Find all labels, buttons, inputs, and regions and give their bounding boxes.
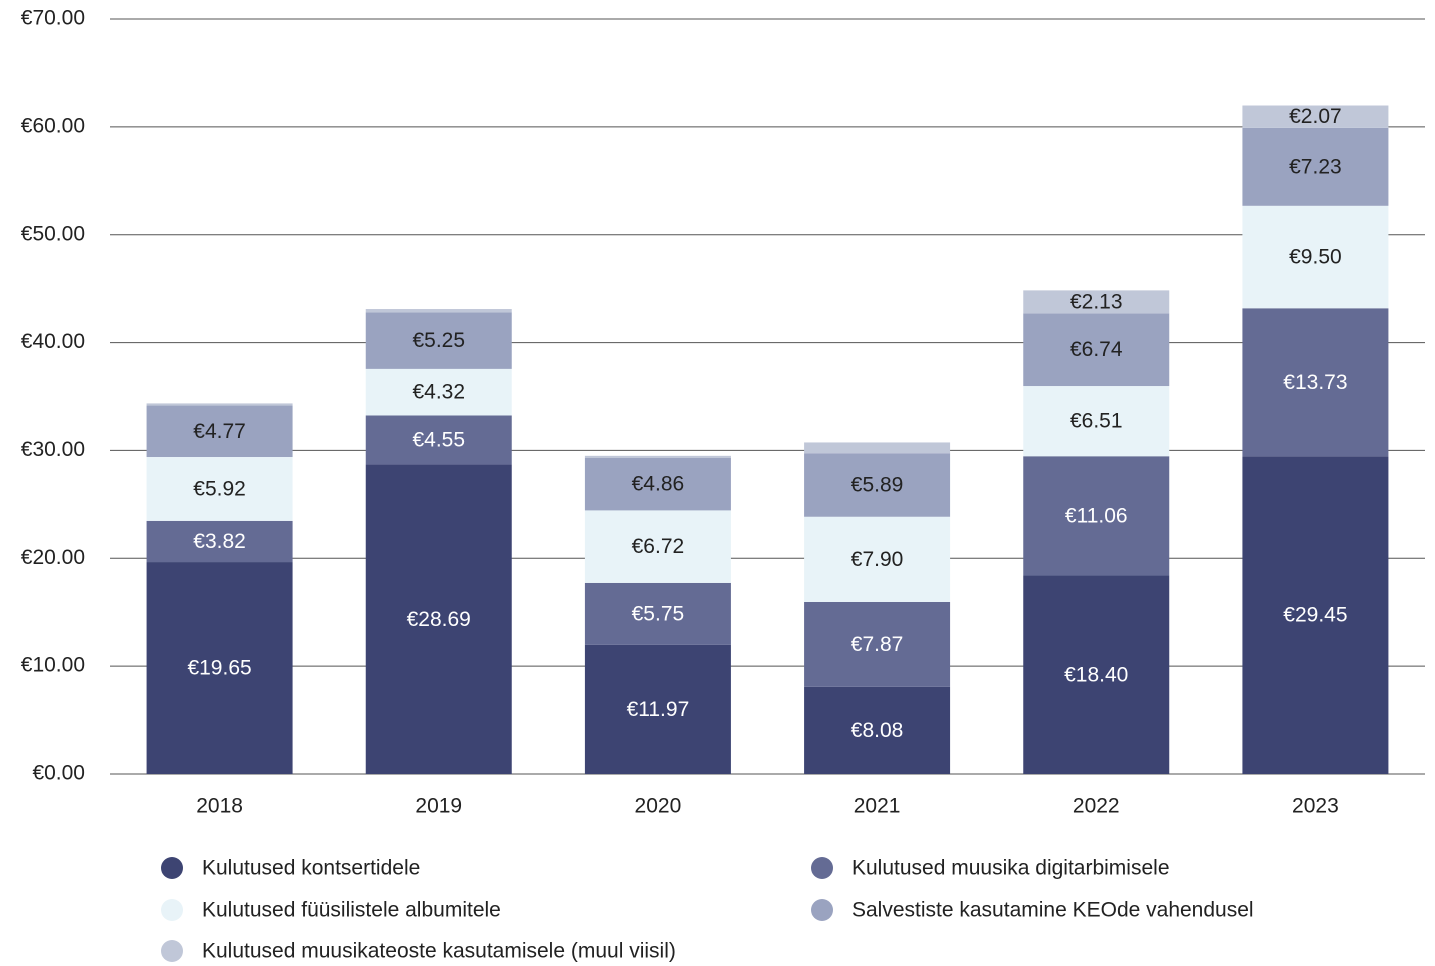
data-label: €4.77 xyxy=(193,420,246,443)
bar-segment xyxy=(1242,308,1389,457)
y-tick-label: €70.00 xyxy=(21,7,85,30)
bar-segment xyxy=(1242,456,1389,774)
data-label: €2.13 xyxy=(1070,290,1123,313)
x-tick-label: 2019 xyxy=(415,795,462,818)
y-tick-label: €10.00 xyxy=(21,654,85,677)
data-label: €13.73 xyxy=(1283,371,1347,394)
data-label: €7.23 xyxy=(1289,155,1342,178)
legend-swatch xyxy=(161,899,183,921)
data-label: €19.65 xyxy=(187,657,251,680)
bar-segment xyxy=(804,686,951,774)
legend-swatch xyxy=(161,857,183,879)
bar-segment xyxy=(1023,386,1170,457)
bar-segment xyxy=(804,601,951,687)
legend-swatch xyxy=(811,857,833,879)
bar-segment xyxy=(146,562,293,774)
data-label: €28.69 xyxy=(407,608,471,631)
data-label: €8.08 xyxy=(851,719,904,742)
legend-swatch xyxy=(161,940,183,962)
bar-segment xyxy=(804,453,951,517)
data-label: €3.82 xyxy=(193,530,246,553)
y-tick-label: €30.00 xyxy=(21,438,85,461)
legend-label: Salvestiste kasutamine KEOde vahendusel xyxy=(852,899,1254,922)
data-label: €5.89 xyxy=(851,474,904,497)
data-label: €5.92 xyxy=(193,477,246,500)
bar-segment xyxy=(365,312,512,369)
y-tick-label: €50.00 xyxy=(21,222,85,245)
bar-segment xyxy=(1242,105,1389,128)
data-label: €7.87 xyxy=(851,633,904,656)
bar-segment xyxy=(1242,127,1389,206)
x-tick-label: 2018 xyxy=(196,795,243,818)
data-label: €4.32 xyxy=(412,381,465,404)
data-label: €9.50 xyxy=(1289,246,1342,269)
bar-segment xyxy=(146,520,293,563)
bar-segment xyxy=(365,368,512,416)
data-label: €6.74 xyxy=(1070,338,1123,361)
bar-segment xyxy=(1023,575,1170,774)
y-tick-label: €60.00 xyxy=(21,114,85,137)
legend-label: Kulutused kontsertidele xyxy=(202,857,420,880)
y-tick-label: €40.00 xyxy=(21,330,85,353)
bar-segment xyxy=(365,415,512,465)
bar-segment xyxy=(1023,313,1170,387)
x-tick-label: 2022 xyxy=(1073,795,1120,818)
data-label: €11.97 xyxy=(627,698,690,721)
data-label: €18.40 xyxy=(1064,663,1128,686)
bar-segment xyxy=(804,442,951,454)
data-label: €11.06 xyxy=(1065,504,1128,527)
bar-segment xyxy=(584,510,731,583)
x-tick-label: 2020 xyxy=(635,795,682,818)
x-tick-label: 2023 xyxy=(1292,795,1339,818)
bar-segment xyxy=(365,464,512,774)
data-label: €7.90 xyxy=(851,548,904,571)
bar-segment xyxy=(804,516,951,602)
y-tick-label: €20.00 xyxy=(21,546,85,569)
data-label: €29.45 xyxy=(1283,604,1347,627)
data-label: €6.72 xyxy=(632,535,685,558)
y-tick-label: €0.00 xyxy=(32,762,85,785)
data-label: €5.75 xyxy=(632,602,685,625)
legend-label: Kulutused füüsilistele albumitele xyxy=(202,899,501,922)
bar-segment xyxy=(146,405,293,458)
data-label: €2.07 xyxy=(1289,105,1342,128)
x-tick-label: 2021 xyxy=(854,795,901,818)
bar-segment xyxy=(365,309,512,313)
bar-segment xyxy=(584,582,731,645)
legend-label: Kulutused muusikateoste kasutamisele (mu… xyxy=(202,940,676,963)
data-label: €5.25 xyxy=(412,329,465,352)
bar-segment xyxy=(146,457,293,521)
bar-segment xyxy=(1023,456,1170,576)
legend-label: Kulutused muusika digitarbimisele xyxy=(852,857,1170,880)
data-label: €4.55 xyxy=(412,429,465,452)
data-label: €4.86 xyxy=(632,473,685,496)
legend-swatch xyxy=(811,899,833,921)
data-label: €6.51 xyxy=(1070,410,1123,433)
bar-segment xyxy=(1242,205,1389,309)
bar-segment xyxy=(1023,290,1170,314)
bar-segment xyxy=(584,455,731,458)
bar-segment xyxy=(584,644,731,774)
bar-segment xyxy=(584,457,731,511)
bar-segment xyxy=(146,403,293,406)
